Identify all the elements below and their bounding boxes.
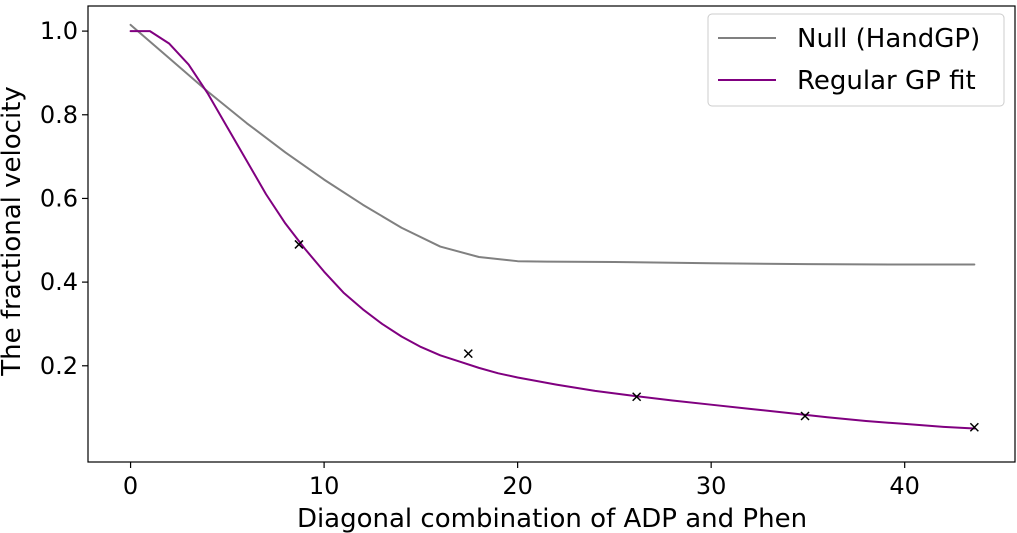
data-point-marker xyxy=(632,392,642,402)
legend-box xyxy=(707,13,1005,107)
x-tick-label: 40 xyxy=(889,472,920,500)
data-point-marker xyxy=(294,239,304,249)
series-line-0 xyxy=(129,23,976,266)
data-point-marker xyxy=(969,422,979,432)
series-line-1 xyxy=(129,30,976,430)
legend-label: Null (HandGP) xyxy=(797,24,980,54)
y-axis-label: The fractional velocity xyxy=(0,86,27,377)
x-tick-label: 30 xyxy=(696,472,727,500)
legend: Null (HandGP) Regular GP fit xyxy=(707,13,1005,107)
y-tick-label: 0.6 xyxy=(40,184,78,212)
y-tick-label: 1.0 xyxy=(40,17,78,45)
y-tick-label: 0.4 xyxy=(40,268,78,296)
legend-label: Regular GP fit xyxy=(797,66,976,96)
plot-area xyxy=(129,23,979,432)
data-point-marker xyxy=(463,349,473,359)
x-axis-label: Diagonal combination of ADP and Phen xyxy=(297,504,807,533)
x-tick-label: 20 xyxy=(502,472,533,500)
data-point-marker xyxy=(800,411,810,421)
x-tick-label: 0 xyxy=(123,472,138,500)
x-tick-label: 10 xyxy=(309,472,340,500)
axes-frame xyxy=(87,5,1016,463)
y-tick-label: 0.8 xyxy=(40,101,78,129)
y-tick-label: 0.2 xyxy=(40,352,78,380)
axes: 0 10 20 30 40 0.2 0.4 0.6 0.8 1.0 xyxy=(40,5,1016,500)
